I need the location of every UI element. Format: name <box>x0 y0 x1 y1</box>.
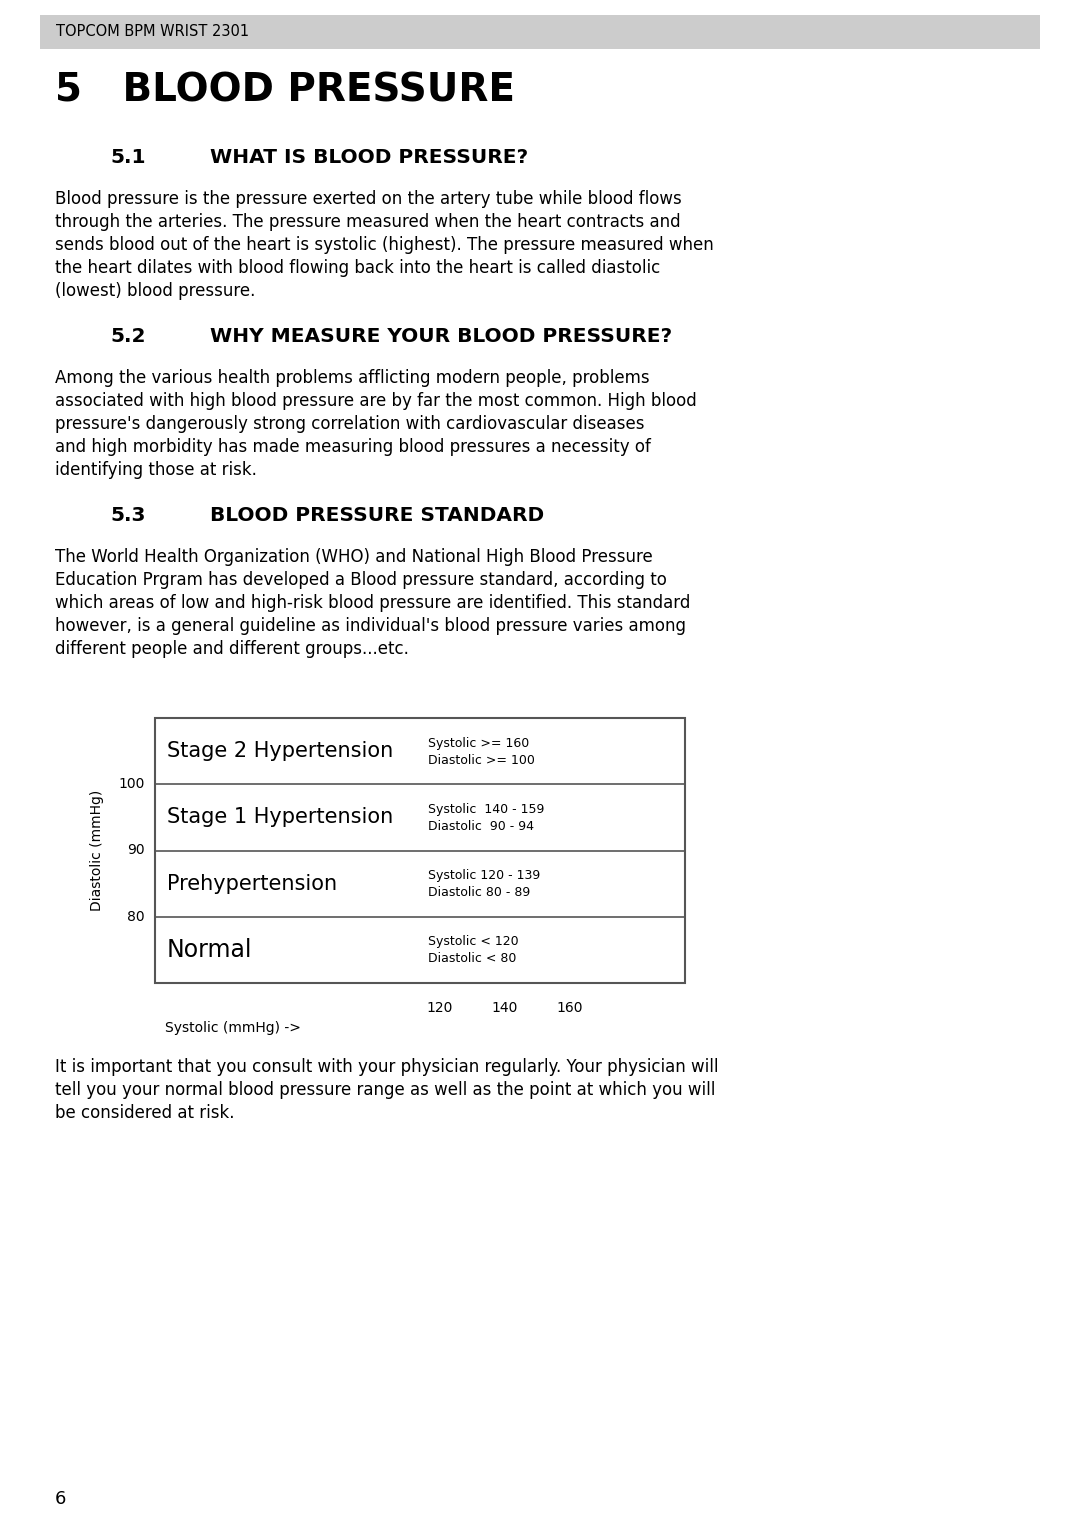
Text: 100: 100 <box>119 778 145 792</box>
Text: and high morbidity has made measuring blood pressures a necessity of: and high morbidity has made measuring bl… <box>55 439 651 455</box>
Bar <box>156 718 685 983</box>
Text: 6: 6 <box>55 1490 66 1508</box>
Text: Diastolic >= 100: Diastolic >= 100 <box>428 753 535 767</box>
Text: Systolic < 120: Systolic < 120 <box>428 935 518 949</box>
Text: Prehypertension: Prehypertension <box>167 874 337 894</box>
Text: Diastolic 80 - 89: Diastolic 80 - 89 <box>428 886 530 898</box>
Text: Normal: Normal <box>167 938 253 961</box>
Text: tell you your normal blood pressure range as well as the point at which you will: tell you your normal blood pressure rang… <box>55 1080 715 1099</box>
Text: Diastolic  90 - 94: Diastolic 90 - 94 <box>428 821 534 833</box>
Text: TOPCOM BPM WRIST 2301: TOPCOM BPM WRIST 2301 <box>56 24 249 40</box>
Text: Systolic (mmHg) ->: Systolic (mmHg) -> <box>165 1021 301 1034</box>
Text: It is important that you consult with your physician regularly. Your physician w: It is important that you consult with yo… <box>55 1057 718 1076</box>
Text: 90: 90 <box>127 843 145 857</box>
Text: associated with high blood pressure are by far the most common. High blood: associated with high blood pressure are … <box>55 393 697 410</box>
Text: 5.3: 5.3 <box>110 506 146 526</box>
Text: WHAT IS BLOOD PRESSURE?: WHAT IS BLOOD PRESSURE? <box>210 148 528 167</box>
Text: The World Health Organization (WHO) and National High Blood Pressure: The World Health Organization (WHO) and … <box>55 549 652 565</box>
Text: 120: 120 <box>427 1001 454 1015</box>
Text: WHY MEASURE YOUR BLOOD PRESSURE?: WHY MEASURE YOUR BLOOD PRESSURE? <box>210 327 672 345</box>
Text: which areas of low and high-risk blood pressure are identified. This standard: which areas of low and high-risk blood p… <box>55 594 690 613</box>
Text: Diastolic (mmHg): Diastolic (mmHg) <box>90 790 104 911</box>
Text: pressure's dangerously strong correlation with cardiovascular diseases: pressure's dangerously strong correlatio… <box>55 416 645 432</box>
Text: Diastolic < 80: Diastolic < 80 <box>428 952 516 966</box>
Text: Stage 2 Hypertension: Stage 2 Hypertension <box>167 741 393 761</box>
Text: Systolic 120 - 139: Systolic 120 - 139 <box>428 869 540 882</box>
Text: sends blood out of the heart is systolic (highest). The pressure measured when: sends blood out of the heart is systolic… <box>55 235 714 254</box>
Text: 160: 160 <box>557 1001 583 1015</box>
Text: however, is a general guideline as individual's blood pressure varies among: however, is a general guideline as indiv… <box>55 617 686 636</box>
Text: identifying those at risk.: identifying those at risk. <box>55 461 257 478</box>
Text: 140: 140 <box>491 1001 518 1015</box>
Text: Education Prgram has developed a Blood pressure standard, according to: Education Prgram has developed a Blood p… <box>55 571 666 588</box>
Text: different people and different groups...etc.: different people and different groups...… <box>55 640 409 659</box>
Bar <box>40 15 1040 49</box>
Text: be considered at risk.: be considered at risk. <box>55 1105 234 1122</box>
Text: Among the various health problems afflicting modern people, problems: Among the various health problems afflic… <box>55 368 650 387</box>
Text: 80: 80 <box>127 909 145 924</box>
Text: Stage 1 Hypertension: Stage 1 Hypertension <box>167 807 393 827</box>
Text: BLOOD PRESSURE STANDARD: BLOOD PRESSURE STANDARD <box>210 506 544 526</box>
Text: 5.1: 5.1 <box>110 148 146 167</box>
Text: 5.2: 5.2 <box>110 327 146 345</box>
Text: Systolic  140 - 159: Systolic 140 - 159 <box>428 802 544 816</box>
Text: (lowest) blood pressure.: (lowest) blood pressure. <box>55 283 255 299</box>
Text: 5   BLOOD PRESSURE: 5 BLOOD PRESSURE <box>55 72 515 110</box>
Text: Blood pressure is the pressure exerted on the artery tube while blood flows: Blood pressure is the pressure exerted o… <box>55 189 681 208</box>
Text: Systolic >= 160: Systolic >= 160 <box>428 736 529 750</box>
Text: the heart dilates with blood flowing back into the heart is called diastolic: the heart dilates with blood flowing bac… <box>55 260 660 277</box>
Text: through the arteries. The pressure measured when the heart contracts and: through the arteries. The pressure measu… <box>55 212 680 231</box>
